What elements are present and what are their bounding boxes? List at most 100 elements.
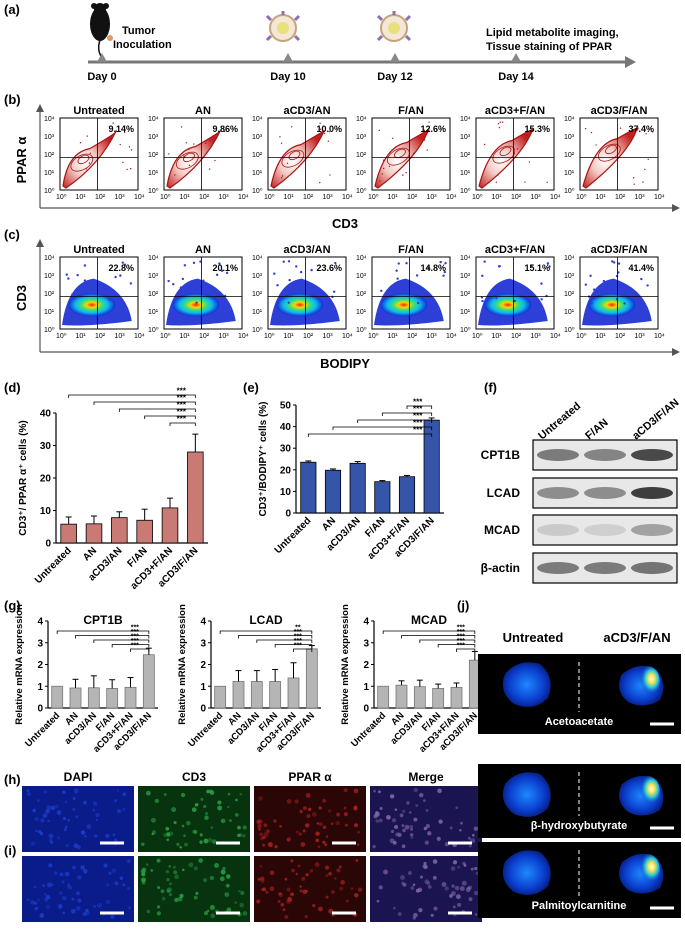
if-signal-dot [374, 811, 380, 817]
if-signal-dot [26, 898, 30, 902]
flow-event-dot [584, 283, 588, 286]
if-signal-dot [410, 828, 413, 831]
flow-y-tick: 10¹ [252, 309, 263, 316]
flow-y-tick: 10⁰ [460, 187, 471, 195]
if-signal-dot [339, 886, 344, 891]
if-signal-dot [75, 905, 81, 911]
if-signal-dot [402, 882, 407, 887]
if-signal-dot [76, 844, 81, 850]
inoculation-line1: Tumor [122, 25, 156, 37]
if-signal-dot [166, 838, 170, 842]
western-lane-label: aCD3/F/AN [630, 397, 681, 443]
flow-x-tick: 10³ [531, 333, 542, 340]
flow-event-dot [523, 133, 526, 136]
if-signal-dot [267, 842, 273, 848]
if-signal-dot [240, 890, 245, 895]
flow-event-dot [126, 168, 128, 171]
flow-event-dot [79, 142, 82, 144]
if-signal-dot [117, 809, 121, 813]
if-signal-dot [111, 868, 117, 873]
if-signal-dot [336, 868, 341, 873]
flow-density-core [68, 293, 116, 317]
if-signal-dot [204, 815, 209, 821]
if-signal-dot [75, 815, 79, 819]
if-signal-dot [318, 806, 322, 810]
if-signal-dot [80, 830, 85, 835]
if-signal-dot [37, 898, 40, 902]
if-signal-dot [194, 803, 199, 807]
if-signal-dot [179, 893, 184, 898]
significance-marker: *** [457, 643, 465, 650]
flow-y-tick: 10³ [356, 134, 367, 141]
flow-event-dot [167, 279, 170, 283]
if-signal-dot [325, 835, 329, 838]
flow-event-dot [279, 136, 281, 138]
flow-y-tick: 10⁰ [564, 187, 575, 195]
flow-event-dot [312, 292, 316, 296]
significance-bracket [144, 415, 196, 419]
y-tick-label: 3 [37, 638, 43, 649]
if-signal-dot [290, 859, 294, 863]
if-signal-dot [454, 885, 460, 891]
flow-event-dot [188, 148, 190, 151]
if-signal-dot [444, 842, 450, 847]
significance-bracket [382, 630, 476, 634]
if-signal-dot [336, 812, 341, 817]
if-signal-dot [156, 911, 162, 916]
imaging-metabolite-label: β-hydroxybutyrate [531, 820, 628, 832]
if-signal-dot [301, 876, 306, 881]
flow-density-core [380, 293, 428, 317]
if-signal-dot [262, 835, 266, 840]
flow-x-tick: 10² [407, 194, 418, 201]
if-signal-dot [151, 830, 157, 835]
if-signal-dot [165, 826, 170, 831]
if-signal-dot [462, 861, 466, 866]
flow-y-tick: 10² [148, 291, 159, 298]
if-signal-dot [42, 884, 46, 888]
if-signal-dot [450, 866, 456, 871]
flow-y-tick: 10⁴ [356, 255, 367, 262]
bar [287, 677, 300, 709]
if-signal-dot [322, 825, 327, 830]
flow-event-dot [632, 177, 635, 179]
if-signal-dot [43, 790, 48, 794]
flow-event-dot [428, 121, 430, 123]
flow-event-dot [508, 292, 511, 295]
y-tick-label: 4 [37, 617, 43, 628]
western-band [631, 524, 673, 536]
significance-marker: *** [413, 405, 423, 414]
if-signal-dot [48, 863, 53, 868]
if-signal-dot [64, 800, 68, 804]
significance-bracket [406, 405, 433, 409]
if-signal-dot [177, 896, 183, 902]
flow-y-tick: 10³ [564, 134, 575, 141]
y-tick-label: 20 [40, 474, 52, 485]
if-signal-dot [105, 833, 110, 838]
if-channel-label: DAPI [64, 770, 93, 784]
if-signal-dot [259, 832, 264, 837]
if-signal-dot [331, 890, 335, 894]
if-signal-dot [343, 788, 348, 793]
if-signal-dot [257, 823, 262, 829]
flow-quadrant-percent: 41.4% [628, 263, 654, 273]
flow-event-dot [123, 131, 126, 134]
flow-event-dot [647, 158, 649, 160]
x-category-label: Untreated [186, 710, 225, 749]
flow-x-tick: 10² [615, 333, 626, 340]
significance-marker: *** [413, 398, 423, 407]
if-signal-dot [66, 844, 69, 847]
flow-y-tick: 10⁰ [148, 187, 159, 195]
flow-event-dot [382, 159, 385, 161]
bar [250, 681, 263, 709]
if-signal-dot [328, 872, 332, 876]
bar [305, 648, 318, 709]
if-signal-dot [96, 903, 102, 908]
y-tick-label: 40 [40, 409, 52, 420]
if-signal-dot [206, 789, 210, 794]
if-signal-dot [95, 813, 100, 818]
timeline-day-label: Day 14 [498, 71, 534, 83]
if-signal-dot [287, 896, 293, 902]
flow-y-tick: 10² [356, 291, 367, 298]
flow-c-yarrow-head [36, 239, 44, 247]
